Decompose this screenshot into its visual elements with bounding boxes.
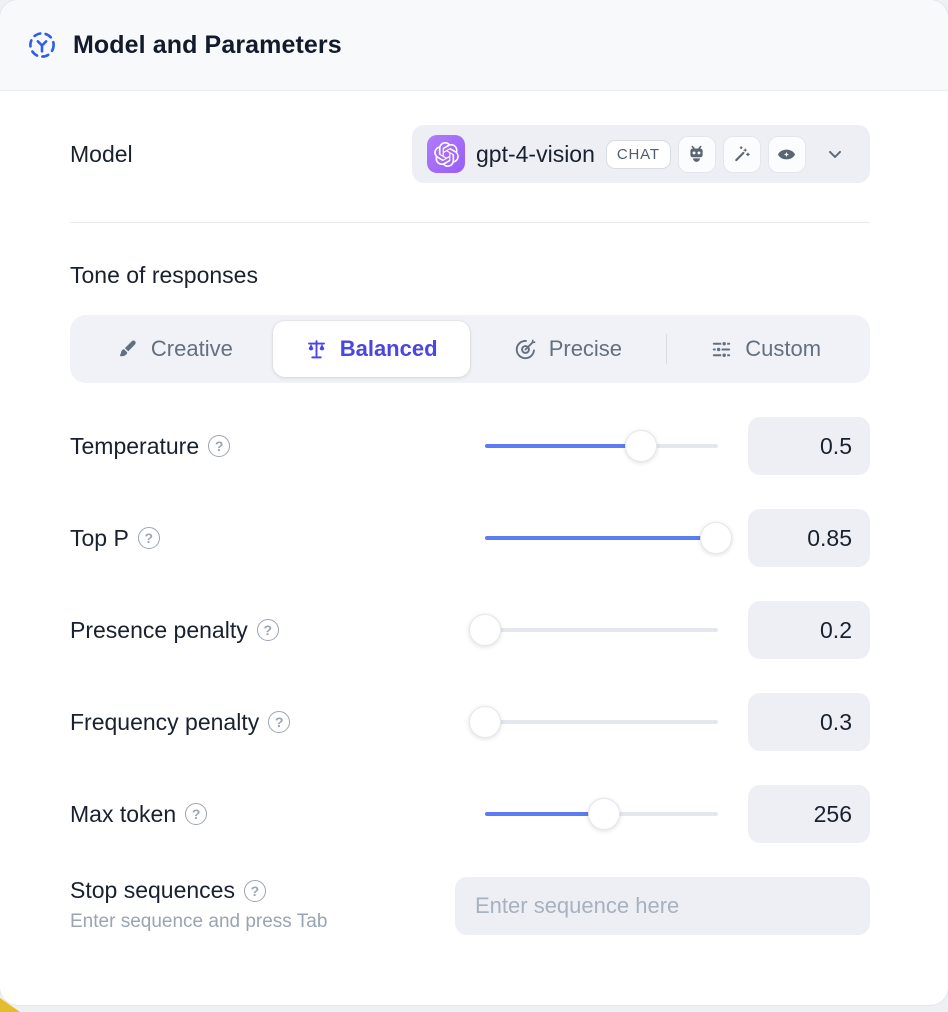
- parameter-label: Frequency penalty: [70, 708, 260, 735]
- magic-wand-icon: [722, 135, 761, 173]
- parameter-value[interactable]: 256: [748, 785, 870, 843]
- parameter-label: Presence penalty: [70, 616, 248, 643]
- parameter-slider[interactable]: [485, 430, 718, 462]
- panel-title: Model and Parameters: [73, 30, 342, 59]
- slider-fill: [485, 536, 716, 540]
- parameter-value[interactable]: 0.3: [748, 693, 870, 751]
- parameter-slider[interactable]: [485, 798, 718, 830]
- slider-thumb[interactable]: [469, 706, 501, 738]
- parameter-slider[interactable]: [485, 522, 732, 554]
- panel-header: Model and Parameters: [0, 0, 948, 91]
- slider-fill: [485, 444, 642, 448]
- help-icon[interactable]: ?: [243, 879, 266, 902]
- section-divider: [70, 222, 870, 223]
- tab-label: Balanced: [339, 336, 438, 361]
- tab-divider: [666, 334, 668, 364]
- stop-sequence-input[interactable]: [455, 877, 870, 935]
- parameter-row: Max token ? 256: [70, 785, 870, 843]
- help-icon[interactable]: ?: [185, 803, 208, 825]
- model-hub-icon: [27, 30, 57, 60]
- parameter-value[interactable]: 0.85: [748, 509, 870, 567]
- parameter-row: Top P ? 0.85: [70, 509, 870, 567]
- slider-thumb[interactable]: [699, 522, 732, 554]
- stop-sequences-label-block: Stop sequences ? Enter sequence and pres…: [70, 877, 327, 933]
- parameter-row: Frequency penalty ? 0.3: [70, 693, 870, 751]
- stop-sequences-hint: Enter sequence and press Tab: [70, 911, 328, 932]
- slider-thumb[interactable]: [587, 798, 620, 830]
- balance-scale-icon: [305, 338, 328, 361]
- tone-section-label: Tone of responses: [70, 262, 258, 288]
- tab-precise[interactable]: Precise: [470, 321, 667, 377]
- tab-custom[interactable]: Custom: [667, 321, 864, 377]
- slider-thumb[interactable]: [625, 430, 658, 462]
- parameter-label: Top P: [70, 524, 129, 551]
- parameter-slider[interactable]: [469, 614, 718, 646]
- parameter-value[interactable]: 0.2: [748, 601, 870, 659]
- tab-label: Creative: [150, 336, 233, 361]
- paintbrush-icon: [116, 338, 139, 361]
- parameter-slider[interactable]: [469, 706, 718, 738]
- stop-sequences-row: Stop sequences ? Enter sequence and pres…: [70, 877, 870, 995]
- model-label: Model: [70, 140, 133, 167]
- sliders-icon: [710, 338, 733, 361]
- parameter-row: Temperature ? 0.5: [70, 417, 870, 475]
- parameter-label: Temperature: [70, 432, 200, 459]
- slider-thumb[interactable]: [469, 614, 501, 646]
- help-icon[interactable]: ?: [256, 619, 279, 641]
- openai-logo-icon: [427, 135, 465, 173]
- tab-balanced[interactable]: Balanced: [272, 321, 470, 377]
- chat-type-badge: CHAT: [605, 139, 671, 169]
- slider-rail: [485, 720, 718, 724]
- help-icon[interactable]: ?: [208, 435, 231, 457]
- slider-rail: [485, 628, 718, 632]
- slider-fill: [485, 812, 604, 816]
- selected-model-name: gpt-4-vision: [476, 140, 595, 167]
- parameter-row: Presence penalty ? 0.2: [70, 601, 870, 659]
- help-icon[interactable]: ?: [137, 527, 160, 549]
- chevron-down-icon[interactable]: [825, 144, 845, 164]
- help-icon[interactable]: ?: [268, 711, 291, 733]
- model-row: Model gpt-4-vision CHAT: [70, 125, 870, 183]
- tone-tab-bar: Creative Balanced: [70, 315, 870, 383]
- tab-creative[interactable]: Creative: [76, 321, 273, 377]
- vision-eye-icon: [767, 135, 806, 173]
- tab-label: Precise: [548, 336, 623, 361]
- robot-icon: [677, 135, 716, 173]
- target-icon: [514, 338, 537, 361]
- parameter-label: Max token: [70, 800, 177, 827]
- parameter-value[interactable]: 0.5: [748, 417, 870, 475]
- model-select-dropdown[interactable]: gpt-4-vision CHAT: [412, 125, 870, 183]
- stop-sequences-label: Stop sequences: [70, 877, 235, 903]
- parameters-list: Temperature ? 0.5 Top P ?: [70, 417, 870, 843]
- tab-label: Custom: [745, 336, 822, 361]
